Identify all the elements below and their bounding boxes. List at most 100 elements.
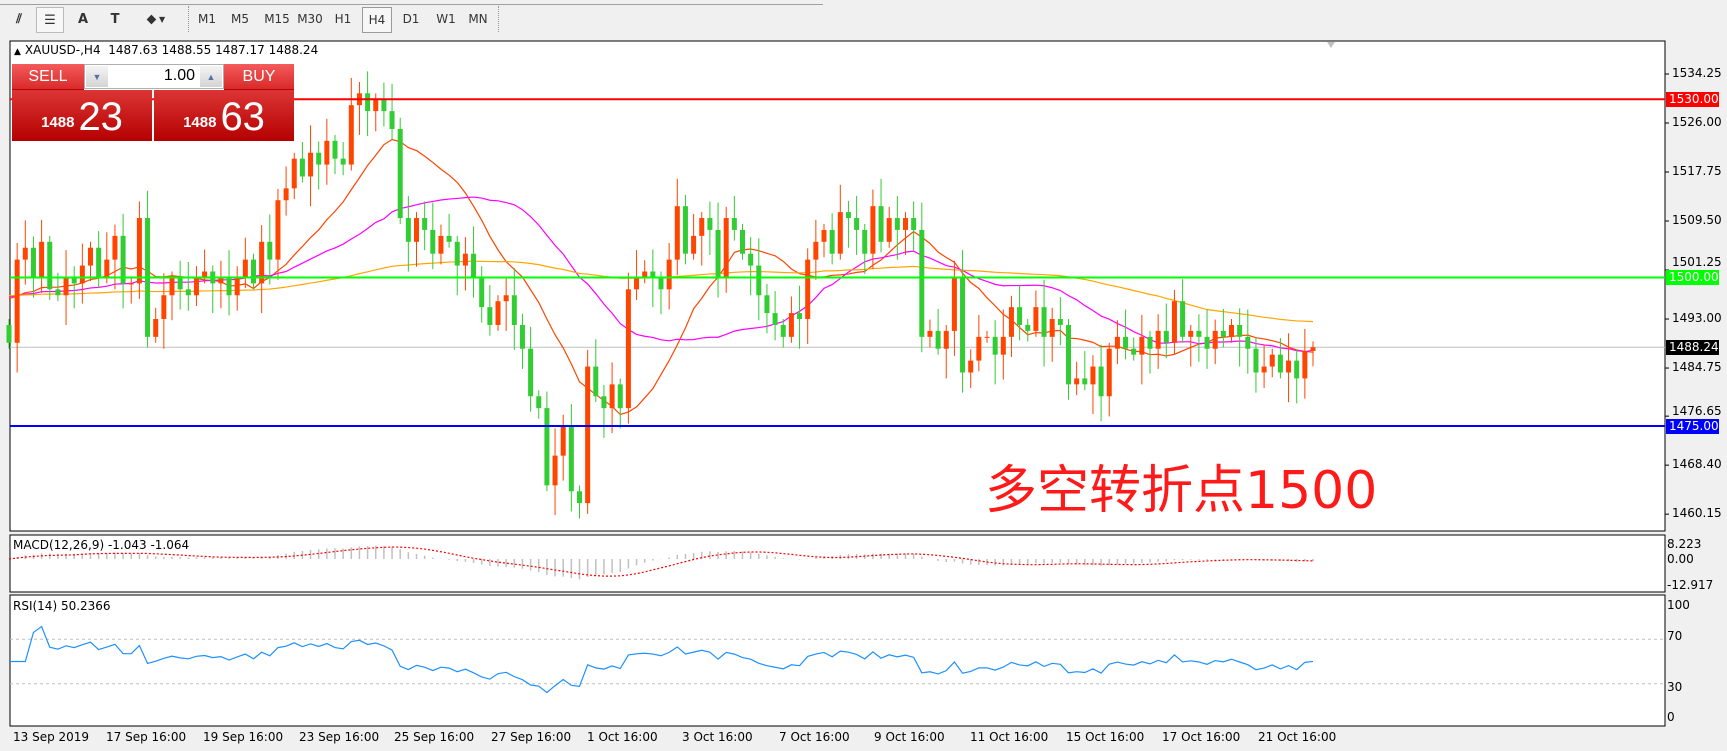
- candle-body: [267, 241, 273, 260]
- candle: [927, 319, 933, 348]
- candle: [381, 82, 387, 127]
- candle-body: [560, 425, 566, 456]
- candle-body: [242, 259, 248, 278]
- buy-button[interactable]: BUY: [224, 64, 294, 90]
- text-icon[interactable]: A: [77, 11, 89, 27]
- candle: [568, 403, 574, 512]
- candle: [1049, 307, 1055, 362]
- candle: [821, 223, 827, 258]
- candle-body: [1147, 336, 1153, 349]
- candle-body: [438, 235, 444, 254]
- candle: [674, 178, 680, 276]
- price-tick-label: 1484.75: [1672, 360, 1722, 375]
- tab-h4[interactable]: H4: [362, 7, 392, 33]
- candle: [666, 242, 672, 310]
- candle: [438, 224, 444, 265]
- buy-price-major: 1488: [183, 114, 217, 131]
- candle: [120, 213, 126, 309]
- tab-w1[interactable]: W1: [436, 12, 456, 26]
- candle: [1147, 330, 1153, 374]
- candle-body: [829, 229, 835, 254]
- candle-body: [479, 277, 485, 308]
- candle-body: [544, 408, 550, 486]
- price-tick-label: 1501.25: [1672, 255, 1722, 270]
- candle-body: [79, 265, 85, 284]
- candle-body: [1229, 324, 1234, 337]
- candle-body: [699, 218, 705, 236]
- sell-button[interactable]: SELL: [12, 64, 84, 90]
- price-chart[interactable]: [0, 38, 1727, 751]
- candle: [1017, 285, 1023, 341]
- candle: [1082, 351, 1088, 391]
- candle: [544, 391, 550, 492]
- candle: [479, 266, 485, 323]
- ma-fast-line: [8, 138, 1314, 416]
- candle: [609, 362, 615, 434]
- candle-body: [365, 93, 371, 112]
- toolbar: ⫽ ☰ A T ⬥ ▼ M1 M5 M15 M30 H1 H4 D1 W1 MN: [0, 0, 1727, 40]
- lot-increase-icon[interactable]: ▲: [200, 66, 222, 87]
- macd-signal-line: [8, 546, 1314, 577]
- candle-body: [340, 158, 346, 165]
- tab-m15[interactable]: M15: [264, 12, 290, 26]
- rsi-line: [9, 625, 1314, 694]
- candle: [471, 226, 477, 298]
- candle: [552, 428, 558, 516]
- arrows-icon[interactable]: ⬥ ▼: [138, 7, 174, 31]
- candle: [715, 202, 721, 298]
- candle: [1286, 333, 1292, 403]
- candle-body: [764, 295, 770, 314]
- price-tick-label: 1460.15: [1672, 506, 1722, 521]
- candle-body: [1302, 350, 1308, 379]
- fibonacci-icon[interactable]: ☰: [36, 7, 64, 33]
- sell-price[interactable]: 1488 23: [12, 90, 152, 141]
- shift-marker-icon[interactable]: [1327, 42, 1335, 48]
- elliott-wave-icon[interactable]: ⫽: [16, 11, 22, 27]
- candle-body: [536, 396, 542, 409]
- tab-mn[interactable]: MN: [468, 12, 488, 26]
- text-label-icon[interactable]: T: [110, 11, 120, 27]
- macd-pane: [9, 534, 1666, 593]
- candle-body: [634, 277, 640, 290]
- candle: [870, 189, 876, 270]
- buy-price[interactable]: 1488 63: [154, 90, 294, 141]
- tab-m30[interactable]: M30: [297, 12, 323, 26]
- lot-decrease-icon[interactable]: ▼: [86, 66, 108, 87]
- candle: [1188, 324, 1194, 367]
- level-tag-1475: 1475.00: [1666, 418, 1719, 434]
- candle-body: [128, 283, 134, 285]
- tab-m1[interactable]: M1: [198, 12, 216, 26]
- candle-body: [960, 277, 966, 373]
- candle-body: [625, 289, 631, 409]
- candle: [845, 200, 851, 248]
- tab-d1[interactable]: D1: [402, 12, 420, 26]
- candle: [617, 378, 623, 429]
- lot-value[interactable]: 1.00: [163, 67, 195, 84]
- tab-h1[interactable]: H1: [334, 12, 352, 26]
- candle-body: [870, 206, 876, 254]
- rsi-tick: 100: [1667, 598, 1690, 612]
- candle-body: [1171, 301, 1177, 343]
- candle: [878, 178, 884, 253]
- candle: [723, 206, 729, 293]
- candle-body: [1204, 336, 1210, 349]
- candle: [104, 232, 110, 284]
- candle: [1196, 314, 1202, 362]
- candle-body: [120, 235, 126, 284]
- candle-body: [462, 253, 468, 266]
- candle-body: [927, 330, 933, 337]
- time-tick-label: 27 Sep 16:00: [491, 730, 572, 744]
- candle: [251, 253, 256, 290]
- candle: [707, 201, 713, 255]
- candle-body: [1253, 348, 1259, 373]
- lot-size-input[interactable]: ▼ 1.00 ▲: [84, 64, 224, 89]
- tab-m5[interactable]: M5: [231, 12, 249, 26]
- candle: [772, 291, 778, 341]
- candle: [658, 271, 664, 315]
- candle-body: [854, 218, 860, 230]
- candle: [1114, 320, 1120, 365]
- candle-body: [674, 206, 680, 260]
- candle: [519, 313, 525, 369]
- sell-price-pips: 23: [78, 95, 123, 139]
- candle: [854, 196, 860, 255]
